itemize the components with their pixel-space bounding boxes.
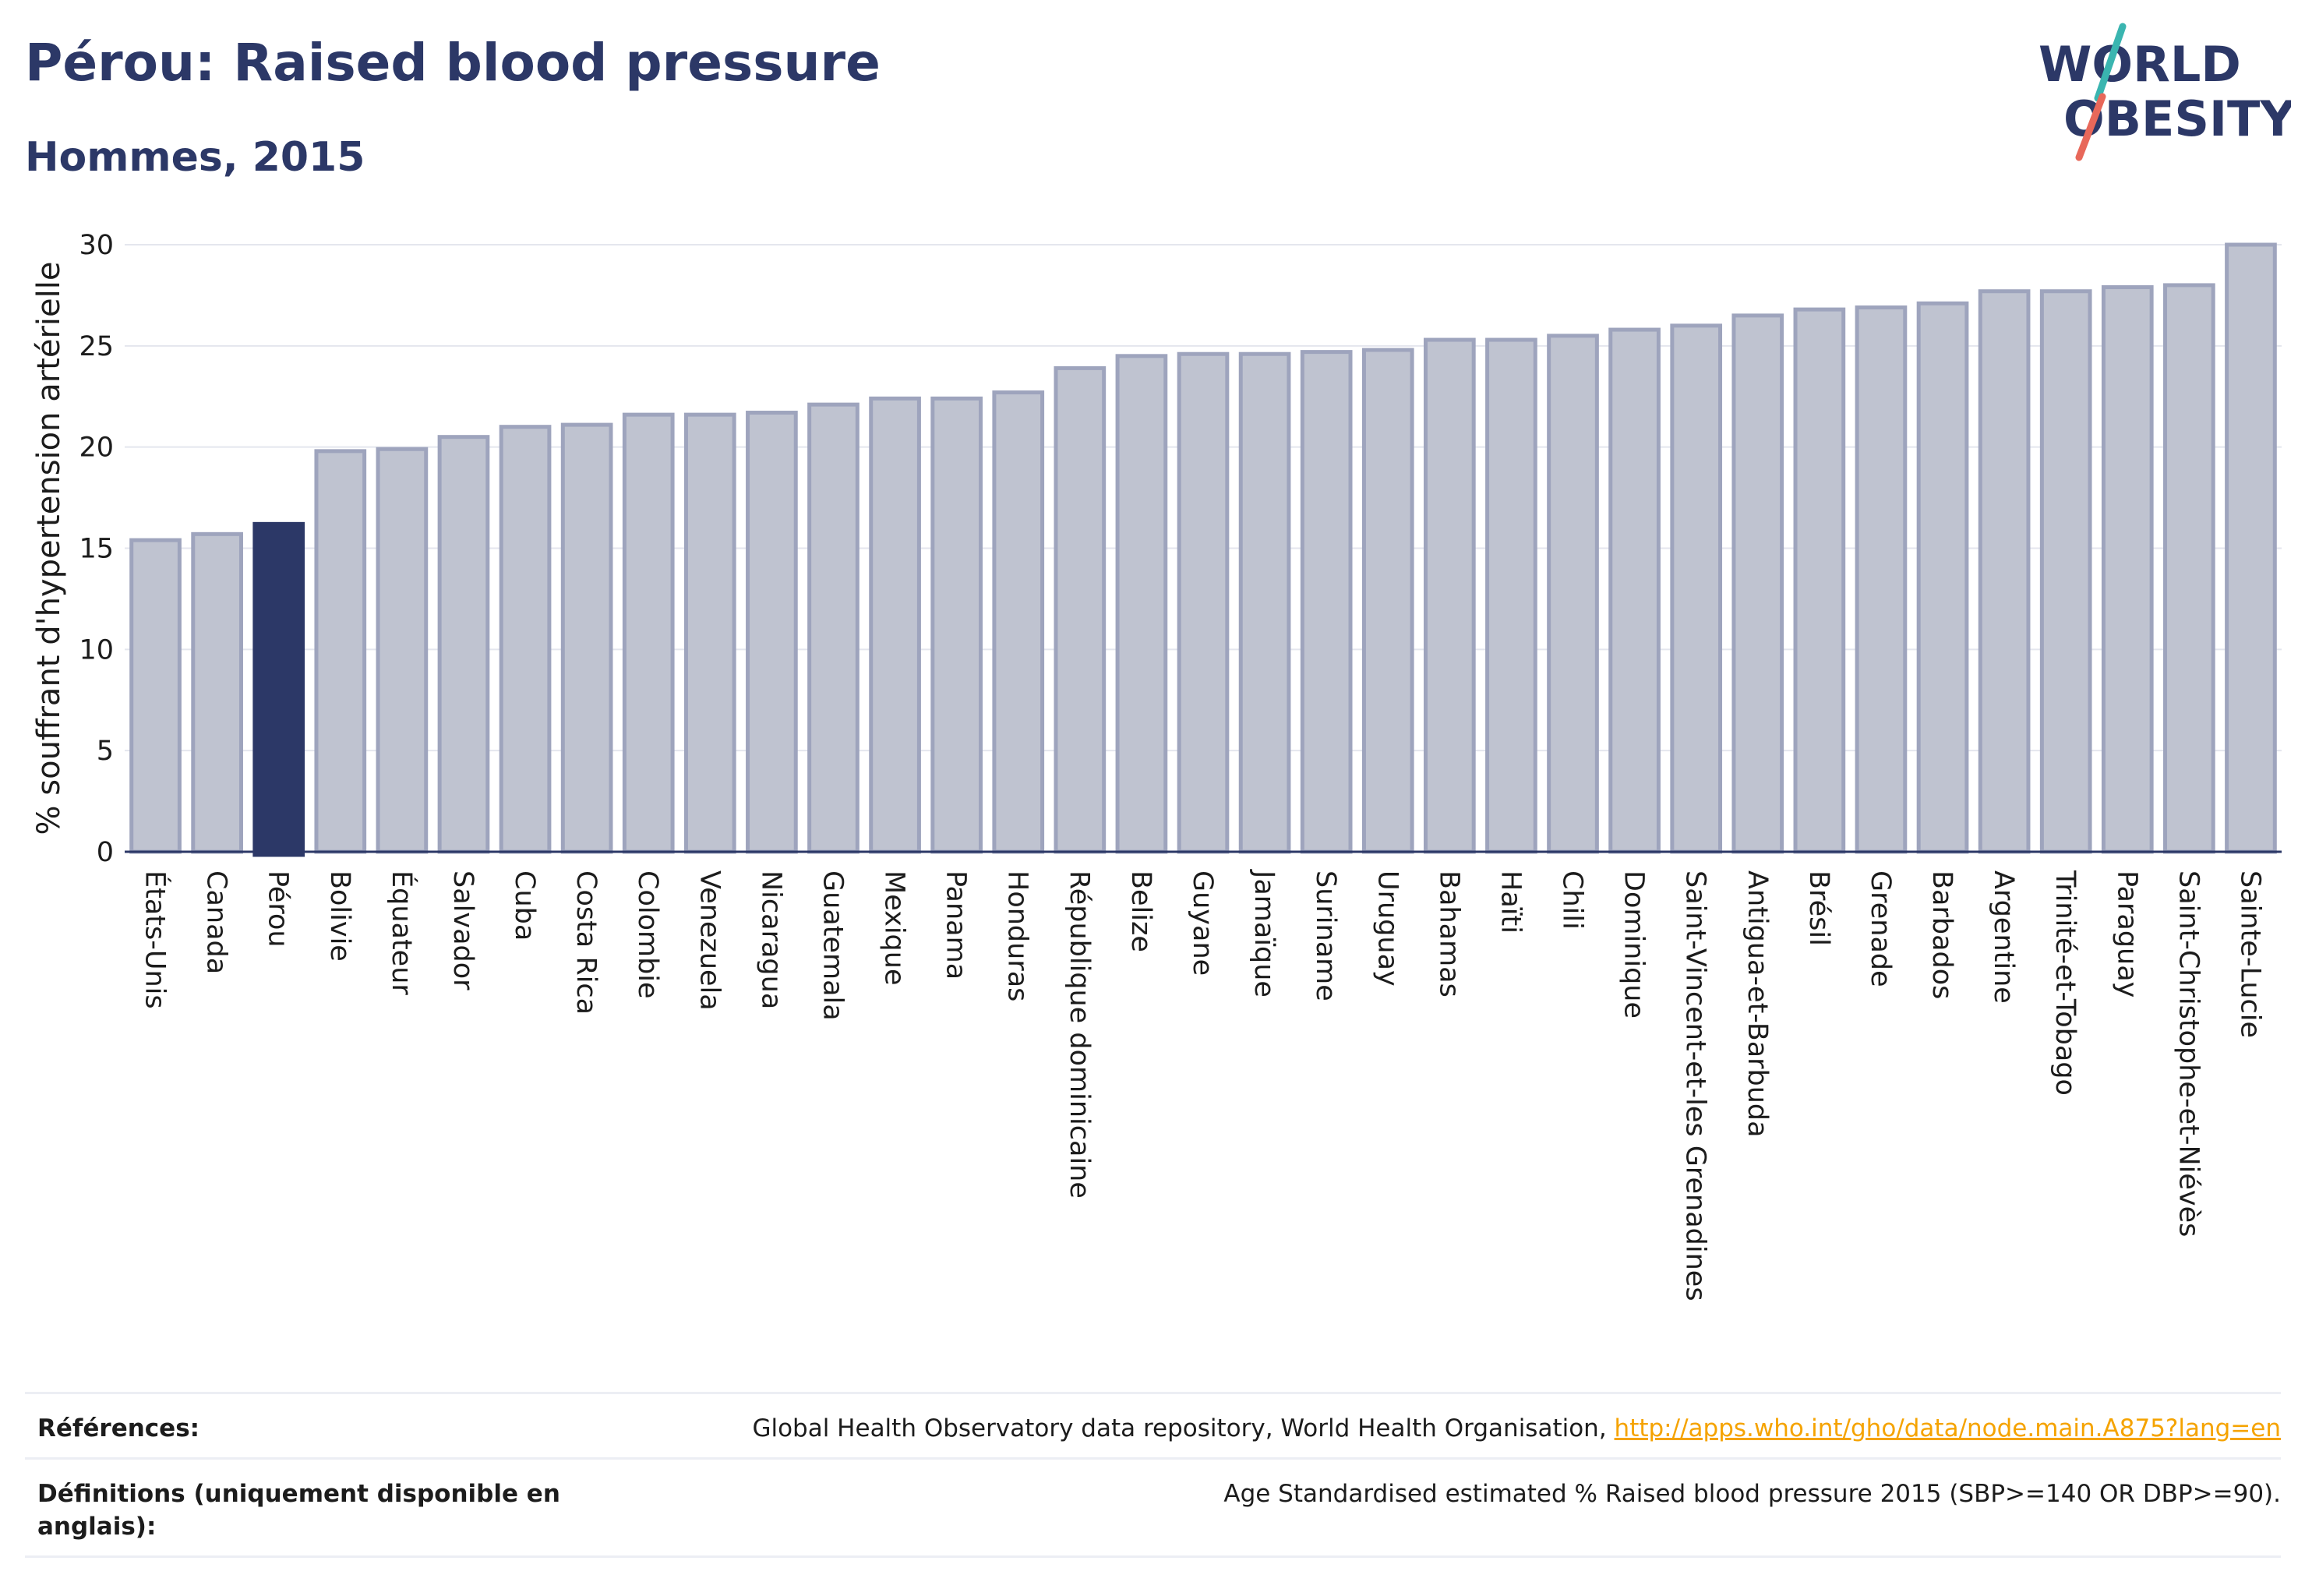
references-text: Global Health Observatory data repositor… bbox=[752, 1414, 1615, 1442]
x-tick-label: Mexique bbox=[879, 870, 910, 986]
bar bbox=[2039, 289, 2092, 854]
x-tick-label: Saint-Vincent-et-les Grenadines bbox=[1680, 870, 1711, 1301]
x-tick-label: Brésil bbox=[1803, 870, 1834, 946]
x-tick-label: Jamaïque bbox=[1248, 869, 1280, 998]
bar bbox=[2101, 285, 2154, 854]
x-tick-label: Honduras bbox=[1002, 870, 1033, 1001]
footer-divider bbox=[25, 1555, 2281, 1558]
x-tick-label: Paraguay bbox=[2111, 870, 2142, 998]
bar bbox=[1485, 337, 1537, 854]
x-tick-label: Argentine bbox=[1988, 870, 2019, 1004]
bar bbox=[992, 390, 1045, 854]
bar bbox=[869, 396, 921, 854]
x-tick-label: République dominicaine bbox=[1064, 870, 1095, 1199]
x-tick-label: Trinité-et-Tobago bbox=[2049, 870, 2081, 1096]
bar bbox=[1978, 289, 2031, 854]
bar bbox=[1054, 365, 1107, 854]
definitions-value: Age Standardised estimated % Raised bloo… bbox=[1223, 1480, 2281, 1508]
x-tick-label: Cuba bbox=[509, 870, 540, 941]
x-tick-label: Guyane bbox=[1187, 870, 1218, 976]
bar bbox=[807, 402, 860, 854]
x-tick-label: Antigua-et-Barbuda bbox=[1742, 870, 1773, 1138]
definitions-label: Définitions (uniquement disponible en an… bbox=[37, 1480, 560, 1541]
bar bbox=[1115, 354, 1168, 854]
x-tick-label: Guatemala bbox=[817, 870, 848, 1021]
y-tick-label: 5 bbox=[97, 736, 114, 767]
bar bbox=[252, 521, 305, 857]
x-tick-label: Panama bbox=[941, 870, 972, 980]
x-tick-label: Uruguay bbox=[1371, 870, 1403, 987]
bar bbox=[1547, 334, 1599, 854]
page-subtitle: Hommes, 2015 bbox=[25, 134, 365, 181]
x-tick-label: Costa Rica bbox=[570, 870, 602, 1015]
bar bbox=[683, 412, 736, 854]
references-value: Global Health Observatory data repositor… bbox=[752, 1412, 2281, 1445]
svg-text:WORLD: WORLD bbox=[2038, 36, 2241, 93]
references-label: Références: bbox=[37, 1414, 200, 1442]
bar bbox=[1608, 327, 1661, 854]
x-tick-label: Venezuela bbox=[694, 870, 725, 1011]
footer-divider bbox=[25, 1392, 2281, 1394]
x-tick-label: Sainte-Lucie bbox=[2234, 870, 2265, 1038]
y-tick-label: 15 bbox=[79, 534, 114, 565]
x-tick-label: Haïti bbox=[1495, 870, 1526, 934]
x-tick-label: Nicaragua bbox=[755, 870, 786, 1009]
bar-chart: 0 5 10 15 20 25 30 États-Unis Canada Pérou Bolivie… bbox=[31, 230, 2282, 1301]
page-title: Pérou: Raised blood pressure bbox=[25, 33, 881, 93]
x-tick-label: Bolivie bbox=[324, 870, 355, 962]
bar bbox=[622, 412, 675, 854]
bar bbox=[437, 435, 490, 854]
bar bbox=[2163, 283, 2215, 854]
bar bbox=[314, 449, 367, 854]
bar bbox=[1731, 313, 1784, 854]
bar bbox=[560, 422, 613, 854]
x-tick-label: Grenade bbox=[1865, 870, 1896, 987]
y-tick-label: 30 bbox=[79, 230, 114, 261]
x-tick-label: Dominique bbox=[1618, 870, 1650, 1019]
x-tick-label: Salvador bbox=[447, 870, 478, 990]
x-tick-label: États-Unis bbox=[139, 870, 172, 1009]
x-tick-label: Pérou bbox=[263, 870, 294, 948]
bar bbox=[1361, 348, 1414, 854]
x-tick-label: Colombie bbox=[632, 870, 663, 999]
x-tick-label: Canada bbox=[201, 870, 232, 974]
references-row: Références: Global Health Observatory da… bbox=[25, 1412, 2281, 1459]
bar bbox=[499, 425, 552, 854]
y-tick-label: 20 bbox=[79, 433, 114, 464]
y-tick-label: 0 bbox=[97, 837, 114, 868]
bar bbox=[1238, 351, 1291, 854]
x-tick-label: Belize bbox=[1125, 870, 1156, 952]
references-link[interactable]: http://apps.who.int/gho/data/node.main.A… bbox=[1614, 1414, 2281, 1442]
y-tick-label: 10 bbox=[79, 634, 114, 666]
bar bbox=[746, 411, 798, 854]
x-tick-label: Barbados bbox=[1926, 870, 1957, 999]
footer-divider bbox=[25, 1457, 2281, 1460]
x-tick-label: Saint-Christophe-et-Niévès bbox=[2173, 870, 2204, 1237]
labels: 0 5 10 15 20 25 30 États-Unis Canada Pérou Bolivie… bbox=[31, 230, 2265, 1301]
bar bbox=[1916, 301, 1969, 854]
bar bbox=[376, 447, 429, 854]
bar bbox=[1793, 307, 1846, 854]
bars bbox=[129, 242, 2277, 857]
bar bbox=[1670, 323, 1723, 854]
bar bbox=[129, 538, 182, 854]
bar bbox=[1423, 337, 1476, 854]
x-tick-label: Chili bbox=[1557, 870, 1588, 930]
x-tick-label: Bahamas bbox=[1433, 870, 1464, 998]
bar bbox=[930, 396, 983, 854]
x-tick-label: Suriname bbox=[1310, 870, 1341, 1001]
world-obesity-logo: WORLD OBESITY bbox=[2038, 23, 2291, 161]
bar bbox=[1300, 350, 1353, 854]
x-tick-label: Équateur bbox=[386, 870, 418, 995]
bar bbox=[1177, 351, 1230, 854]
definitions-row: Définitions (uniquement disponible en an… bbox=[25, 1478, 2281, 1555]
bar bbox=[191, 531, 243, 854]
bar bbox=[2225, 242, 2277, 854]
y-axis-label: % souffrant d'hypertension artérielle bbox=[31, 262, 67, 835]
y-tick-label: 25 bbox=[79, 331, 114, 362]
bar bbox=[1855, 305, 1908, 854]
